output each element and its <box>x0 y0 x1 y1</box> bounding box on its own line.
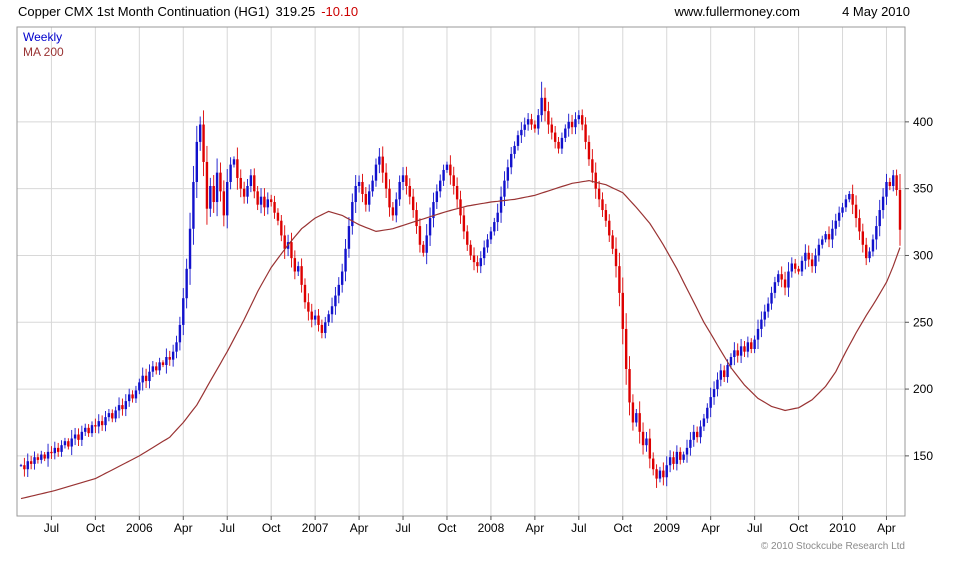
plot-border <box>16 26 909 520</box>
svg-text:Jul: Jul <box>220 521 235 535</box>
last-price: 319.25 <box>275 4 316 19</box>
svg-text:2009: 2009 <box>653 521 680 535</box>
svg-text:Apr: Apr <box>350 521 369 535</box>
svg-text:2010: 2010 <box>829 521 856 535</box>
chart-header: Copper CMX 1st Month Continuation (HG1) 3… <box>18 4 358 19</box>
svg-text:2008: 2008 <box>478 521 505 535</box>
svg-text:150: 150 <box>913 449 933 463</box>
svg-text:200: 200 <box>913 382 933 396</box>
svg-text:Apr: Apr <box>701 521 720 535</box>
svg-text:350: 350 <box>913 182 933 196</box>
copyright-notice: © 2010 Stockcube Research Ltd <box>760 541 905 552</box>
svg-text:Oct: Oct <box>438 521 457 535</box>
svg-text:2006: 2006 <box>126 521 153 535</box>
svg-text:Jul: Jul <box>44 521 59 535</box>
site-watermark: www.fullermoney.com <box>674 4 800 19</box>
svg-text:Apr: Apr <box>174 521 193 535</box>
svg-text:Oct: Oct <box>262 521 281 535</box>
svg-text:Oct: Oct <box>613 521 632 535</box>
svg-text:2007: 2007 <box>302 521 329 535</box>
svg-text:Oct: Oct <box>86 521 105 535</box>
svg-text:400: 400 <box>913 115 933 129</box>
legend-ma200: MA 200 <box>23 45 64 59</box>
svg-text:Jul: Jul <box>571 521 586 535</box>
svg-text:Jul: Jul <box>747 521 762 535</box>
chart-title: Copper CMX 1st Month Continuation (HG1) <box>18 4 270 19</box>
svg-text:250: 250 <box>913 315 933 329</box>
legend-timeframe: Weekly <box>23 30 63 44</box>
y-axis-labels: 150 200 250 300 350 400 <box>913 115 933 463</box>
grid-layer <box>17 27 905 516</box>
svg-text:Oct: Oct <box>789 521 808 535</box>
candles-layer <box>19 81 902 488</box>
svg-text:Apr: Apr <box>526 521 545 535</box>
svg-text:Jul: Jul <box>395 521 410 535</box>
ma200-line <box>20 179 901 500</box>
price-change: -10.10 <box>321 4 359 19</box>
svg-text:Apr: Apr <box>877 521 896 535</box>
chart-date: 4 May 2010 <box>842 4 910 19</box>
x-axis-labels: Jul Oct 2006 Apr Jul Oct 2007 Apr Jul Oct 2008 Apr J… <box>44 521 896 535</box>
svg-text:300: 300 <box>913 248 933 262</box>
chart-legend: Weekly MA 200 <box>23 30 64 60</box>
